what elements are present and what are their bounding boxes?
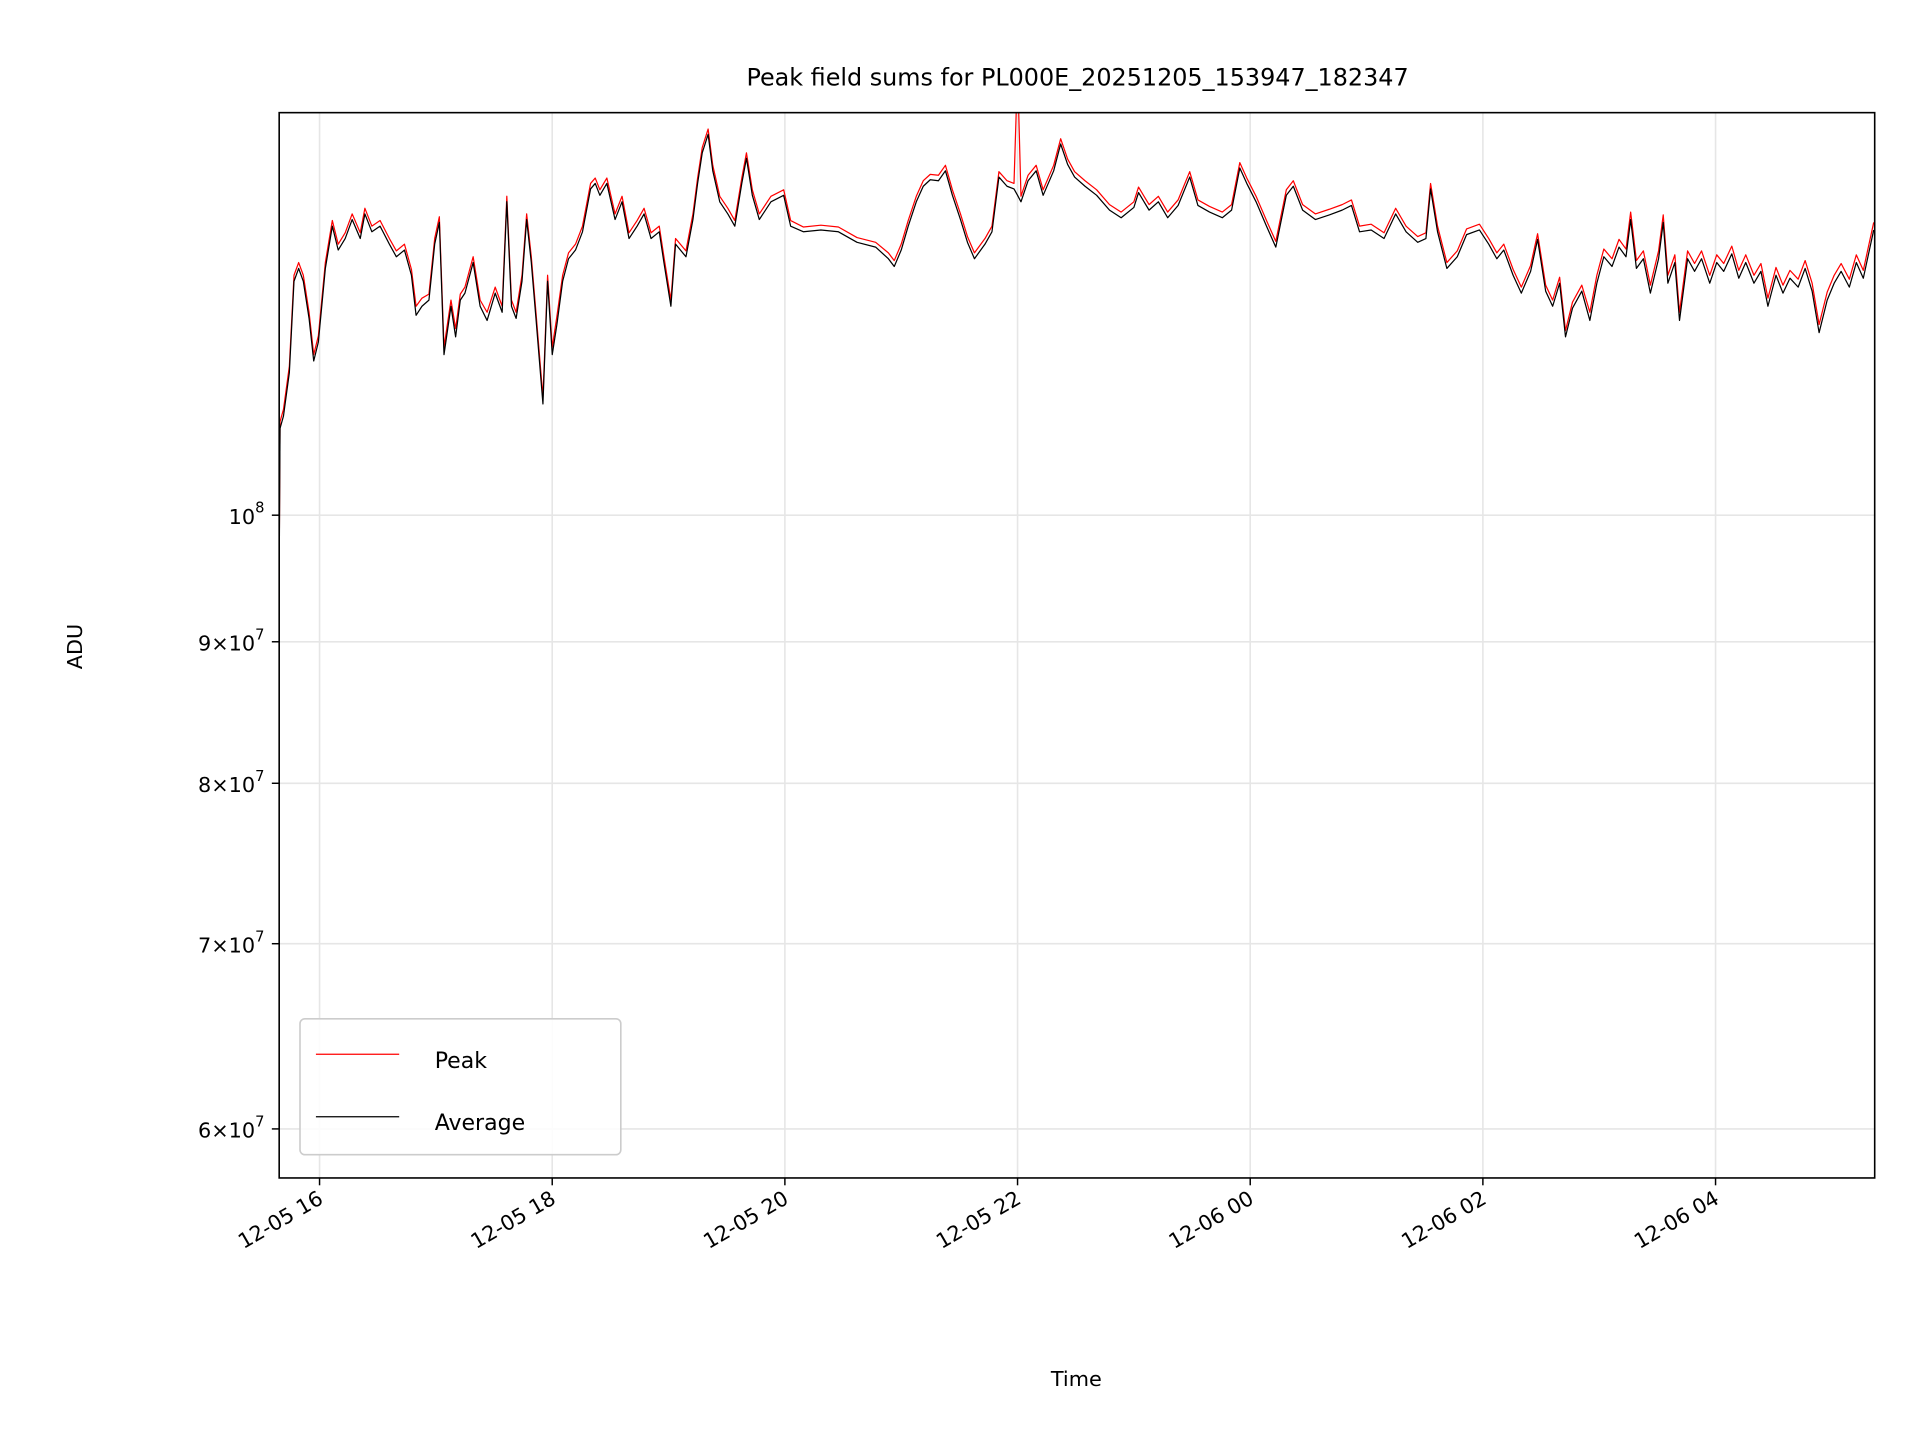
y-tick-label: 9×107 xyxy=(198,626,265,655)
y-tick-label: 8×107 xyxy=(198,768,265,797)
x-tick-label: 12-05 18 xyxy=(467,1186,560,1254)
y-tick-label: 7×107 xyxy=(198,928,265,957)
x-tick-label: 12-06 04 xyxy=(1630,1186,1723,1254)
x-tick-label: 12-06 00 xyxy=(1165,1186,1258,1254)
x-axis: 12-05 16 12-05 18 12-05 20 12-05 22 12-06 00… xyxy=(234,1177,1723,1254)
x-tick-label: 12-05 20 xyxy=(699,1186,792,1254)
legend-average-label: Average xyxy=(435,1111,525,1136)
legend: Peak Average xyxy=(299,1017,622,1156)
legend-peak-label: Peak xyxy=(435,1049,488,1074)
y-tick-label: 108 xyxy=(229,500,265,529)
series-lines xyxy=(279,112,1875,637)
plot-frame xyxy=(278,111,1876,1179)
series-line-average xyxy=(279,133,1875,637)
y-axis-label: ADU xyxy=(63,624,87,669)
x-axis-label: Time xyxy=(1050,1367,1102,1391)
x-tick-label: 12-05 22 xyxy=(932,1186,1025,1254)
x-tick-label: 12-05 16 xyxy=(234,1186,327,1254)
y-tick-label: 6×107 xyxy=(198,1113,265,1142)
chart-title: Peak field sums for PL000E_20251205_1539… xyxy=(746,64,1408,92)
series-line-peak xyxy=(279,112,1875,629)
x-tick-label: 12-06 02 xyxy=(1397,1186,1490,1254)
legend-box xyxy=(299,1017,622,1156)
y-axis: 108 9×107 8×107 7×107 6×107 xyxy=(198,500,280,1142)
